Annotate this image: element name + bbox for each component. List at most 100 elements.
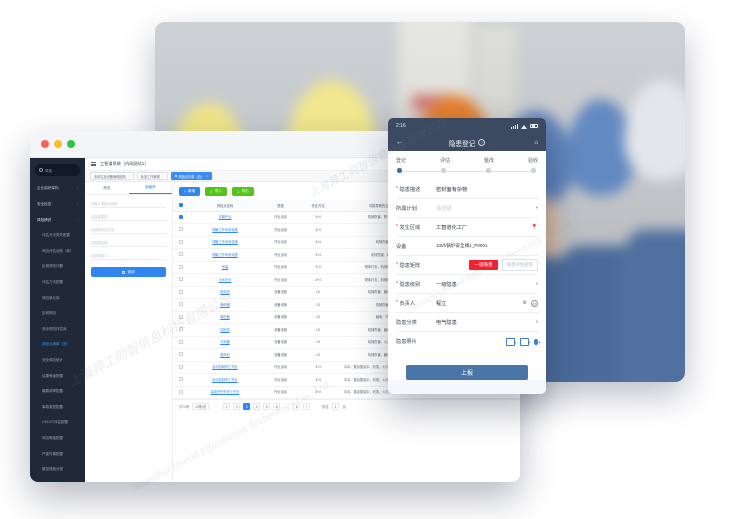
next-page-button[interactable]: › bbox=[303, 403, 311, 410]
sidebar-group-org[interactable]: 企业组织架构 ⌄ bbox=[30, 180, 85, 196]
step-label-2[interactable]: 整改 bbox=[483, 158, 494, 164]
row-checkbox-cell[interactable] bbox=[173, 298, 190, 312]
sidebar-group-safety-check[interactable]: 安全检查 ⌄ bbox=[30, 196, 85, 212]
risk-point-link[interactable]: 污水作业 bbox=[218, 277, 232, 282]
sidebar-group-risk-identification[interactable]: 风险辨识 ⌃ bbox=[30, 212, 85, 228]
risk-point-link[interactable]: 粉碎器 bbox=[220, 302, 230, 307]
sidebar-item-3[interactable]: 评估方法配置 bbox=[30, 275, 85, 291]
goto-input[interactable]: 1 bbox=[331, 403, 340, 410]
sidebar-item-11[interactable]: 事故类型配置 bbox=[30, 400, 85, 416]
sidebar-item-4[interactable]: 风险单元库 bbox=[30, 290, 85, 306]
risk-point-link[interactable]: 装置开停车停工作业 bbox=[210, 390, 240, 395]
cell-name[interactable]: 冷却器 bbox=[189, 336, 261, 349]
sidebar-item-7-active[interactable]: 风险点清单（旧） bbox=[30, 337, 85, 353]
close-window-button[interactable] bbox=[41, 140, 49, 148]
location-pin-icon[interactable]: 📍 bbox=[530, 224, 538, 231]
sidebar-item-15[interactable]: 管控措施分类 bbox=[30, 462, 85, 478]
camera-add-icon[interactable]: + bbox=[520, 337, 531, 346]
tab-2-active[interactable]: 风险点清单（旧） × bbox=[170, 172, 212, 180]
sidebar-item-10[interactable]: 暴露频率配置 bbox=[30, 384, 85, 400]
risk-point-link[interactable]: 吊装 bbox=[221, 265, 229, 270]
cell-name[interactable]: 输送器 bbox=[189, 311, 261, 324]
field-level[interactable]: * 隐患级别 一级隐患 ▾ bbox=[396, 275, 538, 294]
risk-point-link[interactable]: 冷却器 bbox=[220, 340, 230, 345]
close-icon[interactable]: × bbox=[206, 174, 208, 178]
page-1[interactable]: 1 bbox=[223, 403, 231, 410]
row-checkbox-cell[interactable] bbox=[173, 261, 190, 274]
cell-name[interactable]: 储罐工作司收设施 bbox=[189, 223, 261, 237]
cell-name[interactable]: 吊装 bbox=[189, 261, 261, 274]
field-equipment[interactable]: 设备 10t/h锅炉安全阀1_P0001 bbox=[396, 237, 538, 256]
risk-point-link[interactable]: 自动控制停工作业 bbox=[212, 365, 238, 370]
risk-point-link[interactable]: 清罐作业 bbox=[218, 215, 232, 220]
risk-point-link[interactable]: 储罐工作司收设施 bbox=[212, 240, 238, 245]
cell-name[interactable]: 清罐作业 bbox=[189, 211, 261, 224]
sidebar-item-6[interactable]: 安全风险评估库 bbox=[30, 322, 85, 338]
import-button[interactable]: ↥ 导入 bbox=[204, 187, 227, 196]
risk-point-link[interactable]: 投料机 bbox=[220, 290, 230, 295]
checkbox-icon[interactable] bbox=[179, 252, 184, 257]
submit-button[interactable]: 上报 bbox=[406, 365, 528, 380]
checkbox-icon[interactable] bbox=[179, 277, 184, 282]
cell-name[interactable]: 污水作业 bbox=[189, 273, 261, 287]
row-checkbox-cell[interactable] bbox=[173, 311, 190, 324]
tab-0[interactable]: 本单位及设备管理结构 × bbox=[90, 172, 134, 180]
filter-field-type[interactable]: 请选择类型 ⌄ bbox=[91, 212, 166, 221]
risk-point-link[interactable]: 储罐工作司收设施 bbox=[212, 227, 238, 232]
step-dot-2[interactable] bbox=[486, 168, 491, 173]
sidebar-item-0[interactable]: 评估方法类外配置 bbox=[30, 228, 85, 244]
cell-name[interactable]: 自动控制停工作业 bbox=[189, 361, 261, 374]
mic-add-icon[interactable]: + bbox=[534, 338, 541, 345]
row-checkbox-cell[interactable] bbox=[173, 273, 190, 287]
risk-point-link[interactable]: 自动控制停工作业 bbox=[212, 377, 238, 382]
checkbox-icon[interactable] bbox=[179, 264, 184, 269]
checkbox-icon[interactable] bbox=[179, 289, 184, 294]
step-label-0[interactable]: 登记 bbox=[396, 158, 407, 164]
filter-tab-favorites[interactable]: 收藏夹 bbox=[128, 182, 172, 194]
gear-icon[interactable]: ⚙ bbox=[522, 300, 527, 306]
filter-tab-filter[interactable]: 筛选 bbox=[85, 182, 129, 194]
sidebar-item-8[interactable]: 安全风险统计 bbox=[30, 353, 85, 369]
cell-name[interactable]: 储罐工作司收设施 bbox=[189, 236, 261, 249]
sidebar-item-16[interactable]: 安全风险评估表RU bbox=[30, 478, 85, 483]
hazard-level-tag[interactable]: 一级隐患 bbox=[469, 259, 498, 271]
row-checkbox-cell[interactable] bbox=[173, 286, 190, 299]
row-checkbox-cell[interactable] bbox=[173, 323, 190, 337]
row-checkbox-cell[interactable] bbox=[173, 223, 190, 237]
add-button[interactable]: + 新增 bbox=[179, 187, 200, 196]
step-dot-3[interactable] bbox=[531, 168, 536, 173]
close-icon[interactable]: × bbox=[161, 174, 164, 178]
checkbox-icon[interactable] bbox=[179, 239, 184, 244]
export-button[interactable]: ↧ 导出 bbox=[231, 187, 254, 196]
row-checkbox-cell[interactable] bbox=[173, 211, 190, 224]
select-all-header[interactable] bbox=[173, 200, 190, 212]
question-circle-icon[interactable]: ? bbox=[478, 139, 486, 146]
field-matrix[interactable]: * 隐患矩阵 一级隐患 隐患评估矩阵 bbox=[396, 256, 538, 275]
field-category[interactable]: 隐患分类 电气隐患 ▾ bbox=[396, 313, 538, 332]
page-5[interactable]: 5 bbox=[263, 403, 271, 410]
sidebar-item-1[interactable]: 风险评估台账（新） bbox=[30, 244, 85, 260]
checkbox-icon[interactable] bbox=[179, 227, 184, 232]
page-3-current[interactable]: 3 bbox=[243, 403, 251, 410]
risk-point-link[interactable]: 输送器 bbox=[220, 315, 230, 320]
row-checkbox-cell[interactable] bbox=[173, 386, 190, 399]
search-button[interactable]: 查询 bbox=[91, 267, 166, 277]
cell-name[interactable]: 储罐工作司收设施 bbox=[189, 248, 261, 262]
cell-name[interactable]: 自动控制停工作业 bbox=[189, 373, 261, 387]
row-checkbox-cell[interactable] bbox=[173, 236, 190, 249]
step-dot-0[interactable] bbox=[397, 168, 402, 173]
checkbox-icon[interactable] bbox=[179, 302, 184, 307]
step-dot-1[interactable] bbox=[441, 168, 446, 173]
row-checkbox-cell[interactable] bbox=[173, 373, 190, 387]
filter-field-area[interactable]: 请选择区域 ⌄ bbox=[91, 238, 166, 247]
sidebar-item-5[interactable]: 区域风险 bbox=[30, 306, 85, 322]
cell-name[interactable]: 粉碎器 bbox=[189, 298, 261, 312]
tab-1[interactable]: 标准工作管理 × bbox=[136, 172, 168, 180]
checkbox-icon[interactable] bbox=[179, 327, 184, 332]
row-checkbox-cell[interactable] bbox=[173, 336, 190, 349]
page-2[interactable]: 2 bbox=[233, 403, 241, 410]
risk-point-link[interactable]: 鼓风机 bbox=[220, 352, 230, 357]
sidebar-search-input[interactable]: 风险 bbox=[35, 164, 80, 176]
matrix-button[interactable]: 隐患评估矩阵 bbox=[501, 259, 538, 271]
step-label-1[interactable]: 评估 bbox=[439, 158, 450, 164]
